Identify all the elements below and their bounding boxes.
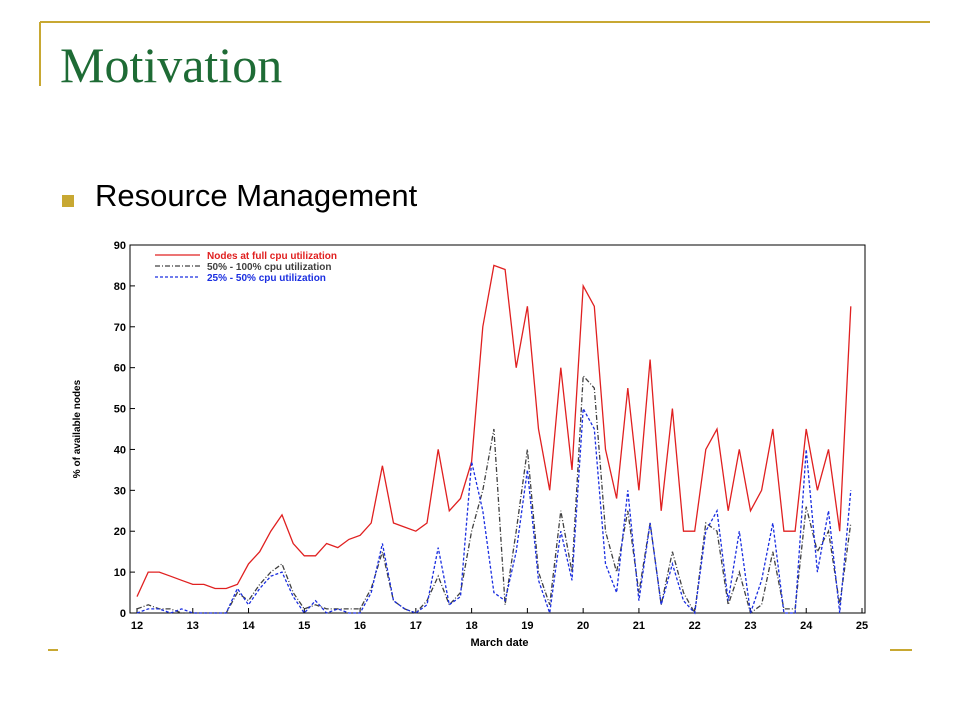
y-tick-label: 90 [114, 240, 126, 252]
y-tick-label: 0 [120, 608, 126, 620]
slide-title: Motivation [60, 37, 283, 93]
bullet-text: Resource Management [95, 178, 418, 213]
series-line [136, 406, 852, 615]
x-tick-label: 15 [298, 620, 310, 632]
series-line [136, 264, 852, 597]
x-tick-label: 20 [577, 620, 589, 632]
x-tick-label: 19 [521, 620, 533, 632]
series-line [136, 374, 852, 616]
bullet-marker [62, 195, 74, 207]
legend-label: Nodes at full cpu utilization [207, 251, 337, 262]
y-tick-label: 30 [114, 485, 126, 497]
x-tick-label: 13 [187, 620, 199, 632]
y-tick-label: 50 [114, 404, 126, 416]
y-axis-label: % of available nodes [72, 379, 83, 478]
y-tick-label: 80 [114, 281, 126, 293]
legend-label: 50% - 100% cpu utilization [207, 262, 331, 273]
x-tick-label: 17 [410, 620, 422, 632]
x-tick-label: 23 [744, 620, 756, 632]
x-tick-label: 16 [354, 620, 366, 632]
y-tick-label: 60 [114, 363, 126, 375]
x-tick-label: 22 [689, 620, 701, 632]
x-tick-label: 21 [633, 620, 645, 632]
legend-label: 25% - 50% cpu utilization [207, 273, 326, 284]
x-tick-label: 25 [856, 620, 868, 632]
y-tick-label: 40 [114, 444, 126, 456]
y-tick-label: 10 [114, 567, 126, 579]
x-tick-label: 14 [242, 620, 255, 632]
y-tick-label: 70 [114, 322, 126, 334]
x-tick-label: 24 [800, 620, 813, 632]
x-tick-label: 18 [465, 620, 477, 632]
x-axis-label: March date [470, 637, 528, 649]
x-tick-label: 12 [131, 620, 143, 632]
y-tick-label: 20 [114, 526, 126, 538]
plot-frame [129, 244, 866, 614]
